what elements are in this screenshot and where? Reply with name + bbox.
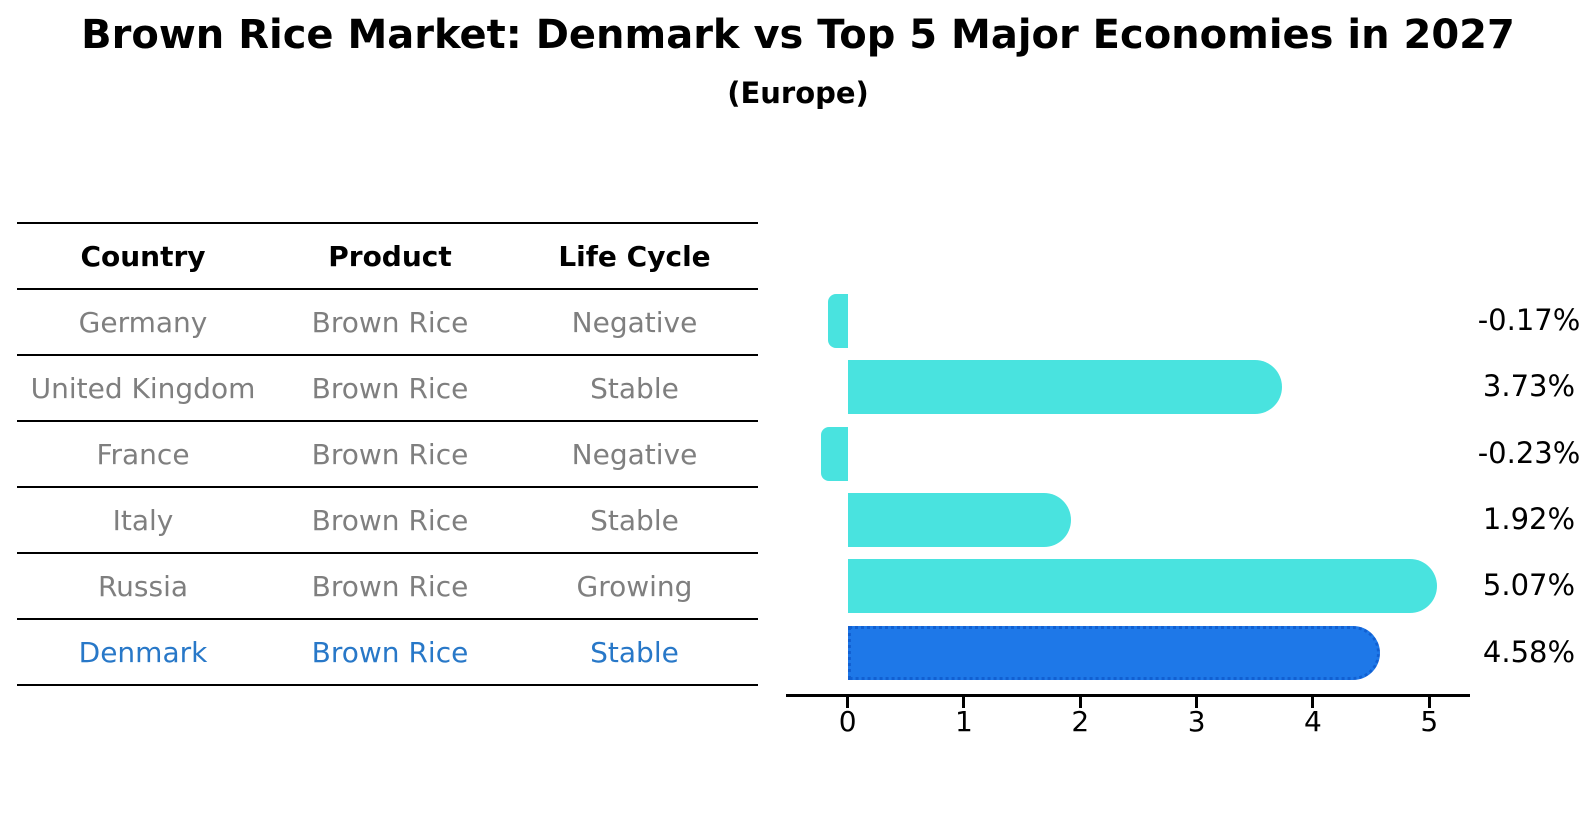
x-tick-mark-3 [1195, 697, 1199, 708]
table-row-germany: Germany Brown Rice Negative [17, 290, 758, 356]
value-label-france: -0.23% [1477, 435, 1581, 470]
cell-product: Brown Rice [311, 305, 469, 339]
table-row-italy: Italy Brown Rice Stable [17, 488, 758, 554]
x-tick-mark-5 [1427, 697, 1431, 708]
chart-subtitle: (Europe) [727, 76, 869, 110]
cell-country: Denmark [78, 635, 208, 669]
bar-france [820, 426, 848, 481]
bar-denmark [847, 625, 1381, 680]
x-tick-label-3: 3 [1187, 705, 1206, 738]
cell-product: Brown Rice [311, 503, 469, 537]
x-tick-label-5: 5 [1420, 705, 1439, 738]
column-header-country: Country [80, 239, 206, 273]
column-header-life-cycle: Life Cycle [558, 239, 711, 273]
x-tick-mark-0 [846, 697, 850, 708]
cell-country: France [96, 437, 190, 471]
cell-life-cycle: Negative [571, 437, 698, 471]
table-row-denmark: Denmark Brown Rice Stable [17, 620, 758, 686]
x-tick-label-4: 4 [1304, 705, 1322, 738]
value-label-italy: 1.92% [1482, 502, 1576, 536]
cell-life-cycle: Stable [590, 635, 679, 669]
cell-product: Brown Rice [311, 437, 469, 471]
x-tick-label-0: 0 [838, 705, 857, 738]
cell-product: Brown Rice [311, 635, 469, 669]
cell-country: United Kingdom [30, 371, 256, 405]
bar-russia [847, 559, 1438, 614]
column-header-product: Product [328, 239, 452, 273]
cell-product: Brown Rice [311, 371, 469, 405]
bar-germany [827, 294, 848, 348]
cell-country: Russia [97, 569, 189, 603]
bar-united-kingdom [847, 360, 1282, 415]
value-label-russia: 5.07% [1482, 568, 1576, 603]
x-tick-label-1: 1 [955, 705, 973, 738]
table-header-row: Country Product Life Cycle [17, 224, 758, 290]
value-label-united-kingdom: 3.73% [1482, 369, 1576, 404]
cell-country: Germany [78, 305, 208, 339]
x-axis-line [786, 694, 1470, 697]
value-label-germany: -0.17% [1477, 303, 1581, 337]
market-table: Country Product Life Cycle Germany Brown… [17, 222, 758, 686]
table-row-france: France Brown Rice Negative [17, 422, 758, 488]
chart-title: Brown Rice Market: Denmark vs Top 5 Majo… [81, 12, 1515, 58]
bar-italy [847, 493, 1071, 547]
x-tick-label-2: 2 [1071, 705, 1090, 738]
cell-life-cycle: Stable [590, 371, 679, 405]
cell-life-cycle: Negative [571, 305, 698, 339]
table-row-united-kingdom: United Kingdom Brown Rice Stable [17, 356, 758, 422]
cell-life-cycle: Growing [576, 569, 693, 603]
value-label-denmark: 4.58% [1482, 634, 1576, 669]
cell-country: Italy [112, 503, 174, 537]
cell-life-cycle: Stable [590, 503, 679, 537]
x-tick-mark-2 [1078, 697, 1082, 708]
table-row-russia: Russia Brown Rice Growing [17, 554, 758, 620]
x-tick-mark-4 [1311, 697, 1315, 708]
cell-product: Brown Rice [311, 569, 469, 603]
x-tick-mark-1 [962, 697, 966, 708]
